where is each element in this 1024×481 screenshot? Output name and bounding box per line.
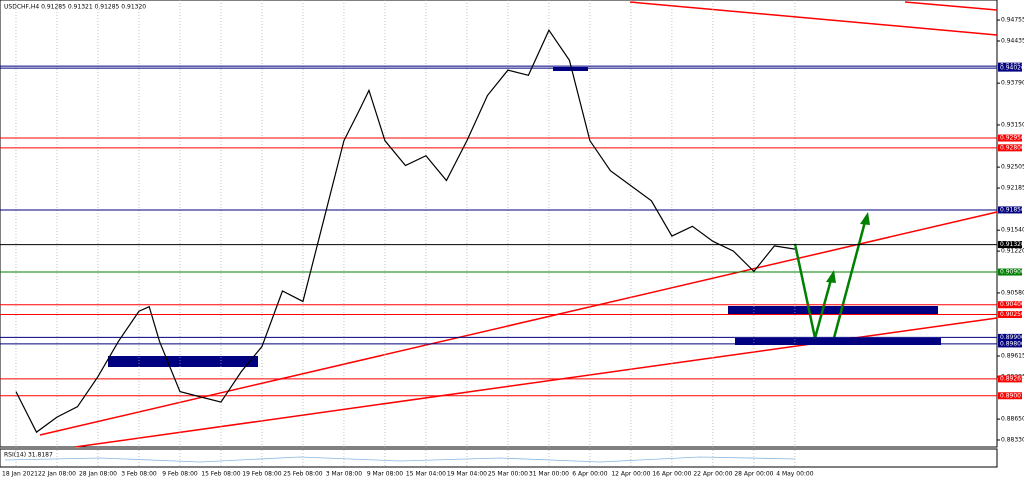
y-tick-label: 0.89615	[1001, 353, 1024, 360]
zone	[108, 356, 258, 367]
level-label: 0.90250	[1000, 311, 1024, 318]
x-tick-label: 3 Mar 08:00	[326, 471, 362, 478]
x-tick-label: 22 Jan 08:00	[38, 471, 76, 478]
x-tick-label: 12 Apr 00:00	[611, 471, 650, 478]
level-tag	[998, 392, 1022, 400]
level-tag	[998, 144, 1022, 152]
level-tag	[998, 241, 1022, 249]
trend-line	[629, 1, 998, 36]
level-label: 0.89800	[1000, 340, 1024, 347]
level-tag	[998, 268, 1022, 276]
x-tick-label: 3 Feb 08:00	[121, 471, 157, 478]
zone	[735, 338, 941, 345]
trend-line	[904, 1, 998, 11]
x-tick-label: 25 Feb 08:00	[283, 471, 323, 478]
arrow-head	[826, 270, 836, 283]
x-tick-label: 18 Jan 2021	[2, 471, 38, 478]
level-label: 0.92950	[1000, 135, 1024, 142]
y-tick-label: 0.91540	[1001, 227, 1024, 234]
rsi-line	[4, 456, 796, 463]
y-tick-label: 0.94435	[1001, 37, 1024, 44]
x-tick-label: 19 Feb 08:00	[242, 471, 282, 478]
x-tick-label: 28 Jan 08:00	[79, 471, 117, 478]
level-tag	[998, 206, 1022, 214]
y-tick-label: 0.93150	[1001, 121, 1024, 128]
level-tag	[998, 375, 1022, 383]
arrow	[832, 217, 868, 339]
chart-title: USDCHF,H4 0.91285 0.91321 0.91285 0.9132…	[4, 4, 146, 11]
plot-frame	[0, 0, 998, 448]
level-label: 0.92800	[1000, 144, 1024, 151]
level-label: 0.89900	[1000, 334, 1024, 341]
indicator-label: RSI(14) 31.8187	[4, 452, 53, 459]
level-label: 0.94020	[1000, 65, 1024, 72]
y-tick-label: 0.88330	[1001, 437, 1024, 444]
level-tag	[998, 340, 1022, 348]
level-label: 0.91320	[1000, 241, 1024, 248]
y-tick-label: 0.91220	[1001, 248, 1024, 255]
x-tick-label: 19 Mar 04:00	[447, 471, 487, 478]
x-tick-label: 31 Mar 00:00	[529, 471, 569, 478]
level-label: 0.90400	[1000, 301, 1024, 308]
x-tick-label: 28 Apr 00:00	[734, 471, 773, 478]
y-tick-label: 0.94755	[1001, 17, 1024, 24]
y-tick-label: 0.93790	[1001, 80, 1024, 87]
drawings	[4, 1, 998, 463]
arrow-head	[860, 212, 870, 225]
x-tick-label: 15 Mar 04:00	[406, 471, 446, 478]
level-tag	[998, 311, 1022, 319]
x-tick-label: 9 Mar 08:00	[367, 471, 403, 478]
level-label: 0.89265	[1000, 375, 1024, 382]
x-tick-label: 6 Apr 00:00	[572, 471, 607, 478]
level-label: 0.91850	[1000, 206, 1024, 213]
y-tick-label: 0.88650	[1001, 416, 1024, 423]
level-tag	[998, 301, 1022, 309]
x-tick-label: 9 Feb 08:00	[162, 471, 198, 478]
y-tick-label: 0.92505	[1001, 164, 1024, 171]
x-tick-label: 16 Apr 00:00	[652, 471, 691, 478]
level-tag	[998, 64, 1022, 72]
x-tick-label: 22 Apr 00:00	[693, 471, 732, 478]
x-tick-label: 4 May 00:00	[776, 471, 814, 478]
level-tag	[998, 134, 1022, 142]
zone	[553, 67, 588, 71]
level-label: 0.90900	[1000, 269, 1024, 276]
level-label: 0.89007	[1000, 392, 1024, 399]
price-line	[15, 28, 795, 434]
x-tick-label: 15 Feb 08:00	[201, 471, 241, 478]
y-tick-label: 0.90580	[1001, 289, 1024, 296]
trend-line	[39, 211, 998, 436]
x-tick-label: 25 Mar 00:00	[488, 471, 528, 478]
level-tag	[998, 333, 1022, 341]
y-tick-label: 0.92185	[1001, 185, 1024, 192]
zone	[728, 306, 938, 314]
arrow	[793, 243, 834, 339]
